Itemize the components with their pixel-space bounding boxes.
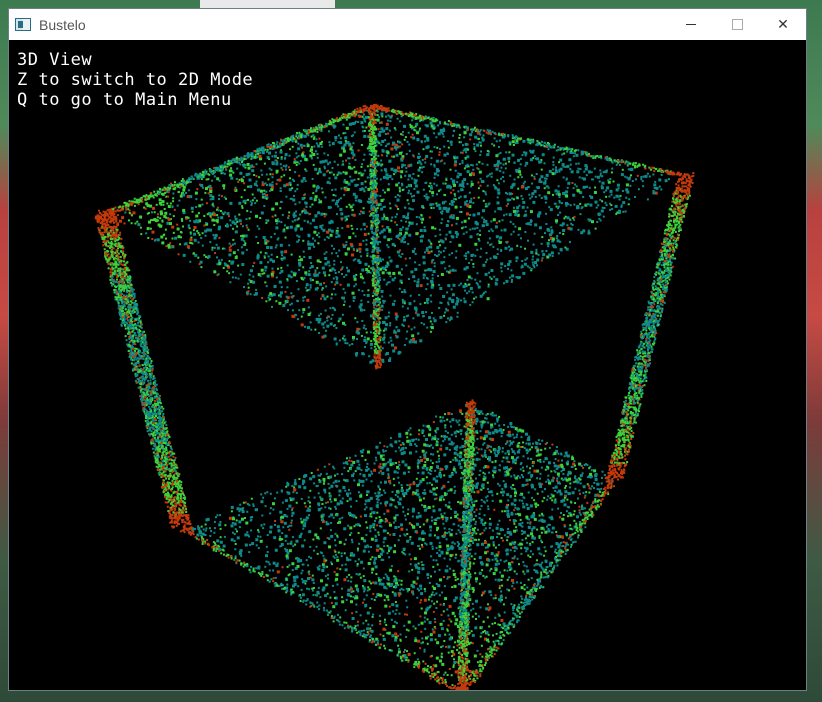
- render-canvas[interactable]: 3D View Z to switch to 2D Mode Q to go t…: [9, 40, 806, 690]
- hud-switch-hint: Z to switch to 2D Mode: [17, 70, 253, 90]
- maximize-icon: [732, 19, 743, 30]
- hud-view-mode: 3D View: [17, 50, 253, 70]
- desktop-background-strip: [200, 0, 335, 8]
- minimize-button[interactable]: [668, 9, 714, 40]
- caption-buttons: ✕: [668, 9, 806, 40]
- particle-cube-scene: [9, 40, 806, 690]
- app-window: Bustelo ✕ 3D View Z to switch to 2D Mode…: [8, 8, 807, 691]
- close-button[interactable]: ✕: [760, 9, 806, 40]
- maximize-button[interactable]: [714, 9, 760, 40]
- close-icon: ✕: [777, 17, 789, 33]
- app-window-icon: [15, 18, 31, 31]
- particle-layer: [95, 104, 695, 690]
- window-title: Bustelo: [39, 17, 86, 33]
- hud-menu-hint: Q to go to Main Menu: [17, 90, 253, 110]
- hud-overlay: 3D View Z to switch to 2D Mode Q to go t…: [17, 50, 253, 110]
- minimize-icon: [686, 24, 696, 25]
- title-bar[interactable]: Bustelo ✕: [9, 9, 806, 40]
